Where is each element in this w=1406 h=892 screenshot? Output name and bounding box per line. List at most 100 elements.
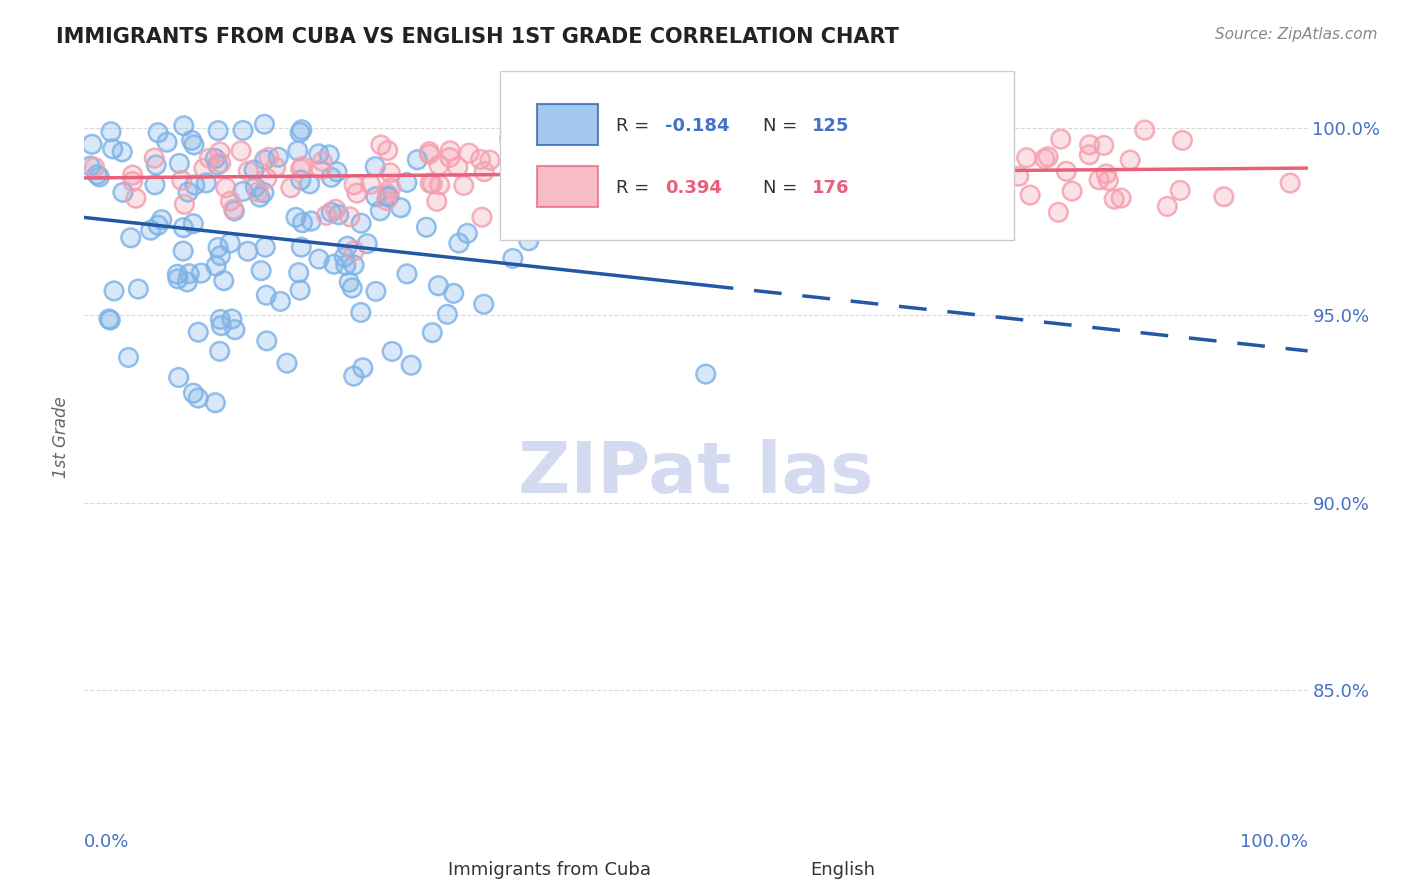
Immigrants from Cuba — [352, 360, 374, 375]
English — [1133, 123, 1156, 137]
English — [893, 165, 915, 179]
English — [125, 191, 148, 205]
Point — [948, 169, 970, 184]
Point — [179, 267, 201, 281]
Point — [728, 156, 751, 170]
Point — [439, 150, 461, 164]
Point — [343, 258, 366, 272]
Point — [290, 161, 312, 176]
Immigrants from Cuba — [253, 186, 276, 200]
Point — [614, 106, 637, 120]
English — [523, 130, 546, 145]
Point — [523, 130, 546, 145]
Point — [249, 190, 271, 204]
Point — [335, 258, 357, 272]
Immigrants from Cuba — [207, 123, 229, 137]
Point — [873, 141, 896, 155]
English — [458, 146, 481, 161]
Point — [167, 271, 190, 285]
Bar — [537, 167, 598, 207]
English — [602, 127, 624, 141]
English — [672, 170, 695, 185]
English — [882, 192, 904, 206]
Point — [238, 164, 260, 178]
Point — [887, 179, 910, 194]
Point — [472, 164, 495, 178]
English — [291, 160, 314, 174]
English — [533, 177, 555, 191]
Point — [375, 194, 398, 208]
Point — [578, 186, 600, 200]
Point — [578, 186, 600, 200]
Point — [929, 145, 952, 160]
English — [591, 166, 613, 180]
Immigrants from Cuba — [97, 312, 120, 326]
Point — [1019, 188, 1042, 202]
Immigrants from Cuba — [169, 156, 191, 170]
Point — [360, 178, 382, 192]
English — [1171, 133, 1194, 147]
Point — [702, 194, 724, 209]
Immigrants from Cuba — [290, 173, 312, 187]
Point — [538, 142, 561, 156]
English — [208, 145, 231, 159]
Point — [602, 127, 624, 141]
Point — [1060, 184, 1083, 198]
Point — [256, 171, 278, 186]
Point — [224, 204, 246, 219]
Point — [111, 186, 134, 200]
English — [946, 136, 969, 151]
Point — [650, 151, 672, 165]
Point — [219, 235, 242, 250]
Point — [472, 297, 495, 311]
Point — [352, 360, 374, 375]
Point — [315, 208, 337, 222]
Point — [591, 166, 613, 180]
Point — [170, 173, 193, 187]
Point — [198, 151, 221, 165]
Point — [221, 312, 243, 326]
English — [948, 169, 970, 184]
Point — [337, 275, 360, 289]
Point — [471, 210, 494, 224]
Point — [299, 214, 322, 228]
Point — [326, 165, 349, 179]
English — [198, 151, 221, 165]
Immigrants from Cuba — [221, 312, 243, 326]
Point — [267, 150, 290, 164]
Immigrants from Cuba — [395, 176, 418, 190]
Point — [269, 294, 291, 309]
Point — [419, 176, 441, 190]
Point — [364, 189, 387, 203]
Point — [517, 140, 540, 154]
Point — [478, 153, 501, 168]
Point — [249, 190, 271, 204]
Point — [456, 227, 478, 241]
Immigrants from Cuba — [291, 216, 314, 230]
Point — [779, 153, 801, 167]
Point — [418, 145, 440, 159]
English — [779, 153, 801, 167]
English — [498, 131, 520, 145]
English — [804, 192, 827, 206]
English — [375, 194, 398, 208]
Point — [256, 171, 278, 186]
Point — [209, 156, 232, 170]
Point — [671, 166, 693, 180]
Point — [253, 117, 276, 131]
Point — [918, 172, 941, 186]
Point — [187, 391, 209, 405]
Point — [205, 259, 228, 273]
English — [1119, 153, 1142, 167]
Text: 100.0%: 100.0% — [1240, 833, 1308, 851]
English — [692, 158, 714, 172]
Immigrants from Cuba — [111, 186, 134, 200]
Immigrants from Cuba — [288, 283, 311, 297]
Point — [253, 153, 276, 167]
Immigrants from Cuba — [190, 266, 212, 280]
Immigrants from Cuba — [340, 281, 363, 295]
FancyBboxPatch shape — [501, 71, 1014, 240]
Immigrants from Cuba — [298, 177, 321, 191]
Point — [946, 136, 969, 151]
Point — [343, 258, 366, 272]
